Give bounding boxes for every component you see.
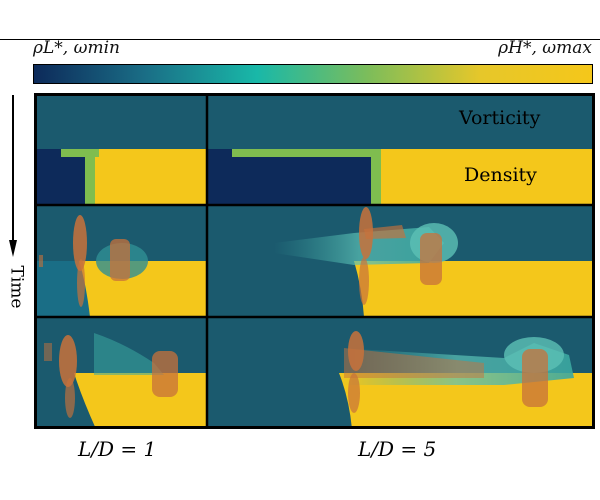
colorbar-max-label: ρH*, ωmax bbox=[498, 38, 592, 58]
panel-row1-col1 bbox=[34, 93, 207, 205]
vorticity-row-label: Vorticity bbox=[459, 107, 541, 129]
panel-row1-col2 bbox=[207, 93, 595, 205]
top-rule bbox=[0, 39, 600, 40]
panel-row3-col1 bbox=[34, 317, 207, 429]
panel-row3-col2 bbox=[207, 317, 595, 429]
column-label-ld5: L/D = 5 bbox=[358, 437, 437, 461]
colorbar-min-label: ρL*, ωmin bbox=[33, 38, 120, 58]
colorbar bbox=[33, 64, 593, 84]
time-arrow bbox=[9, 95, 17, 257]
simulation-panels bbox=[34, 93, 595, 429]
time-axis-label: Time bbox=[6, 265, 27, 309]
panel-row2-col1 bbox=[34, 205, 207, 317]
density-row-label: Density bbox=[464, 164, 537, 186]
column-label-ld1: L/D = 1 bbox=[78, 437, 157, 461]
panel-row2-col2 bbox=[207, 205, 595, 317]
simulation-grid bbox=[34, 93, 595, 429]
